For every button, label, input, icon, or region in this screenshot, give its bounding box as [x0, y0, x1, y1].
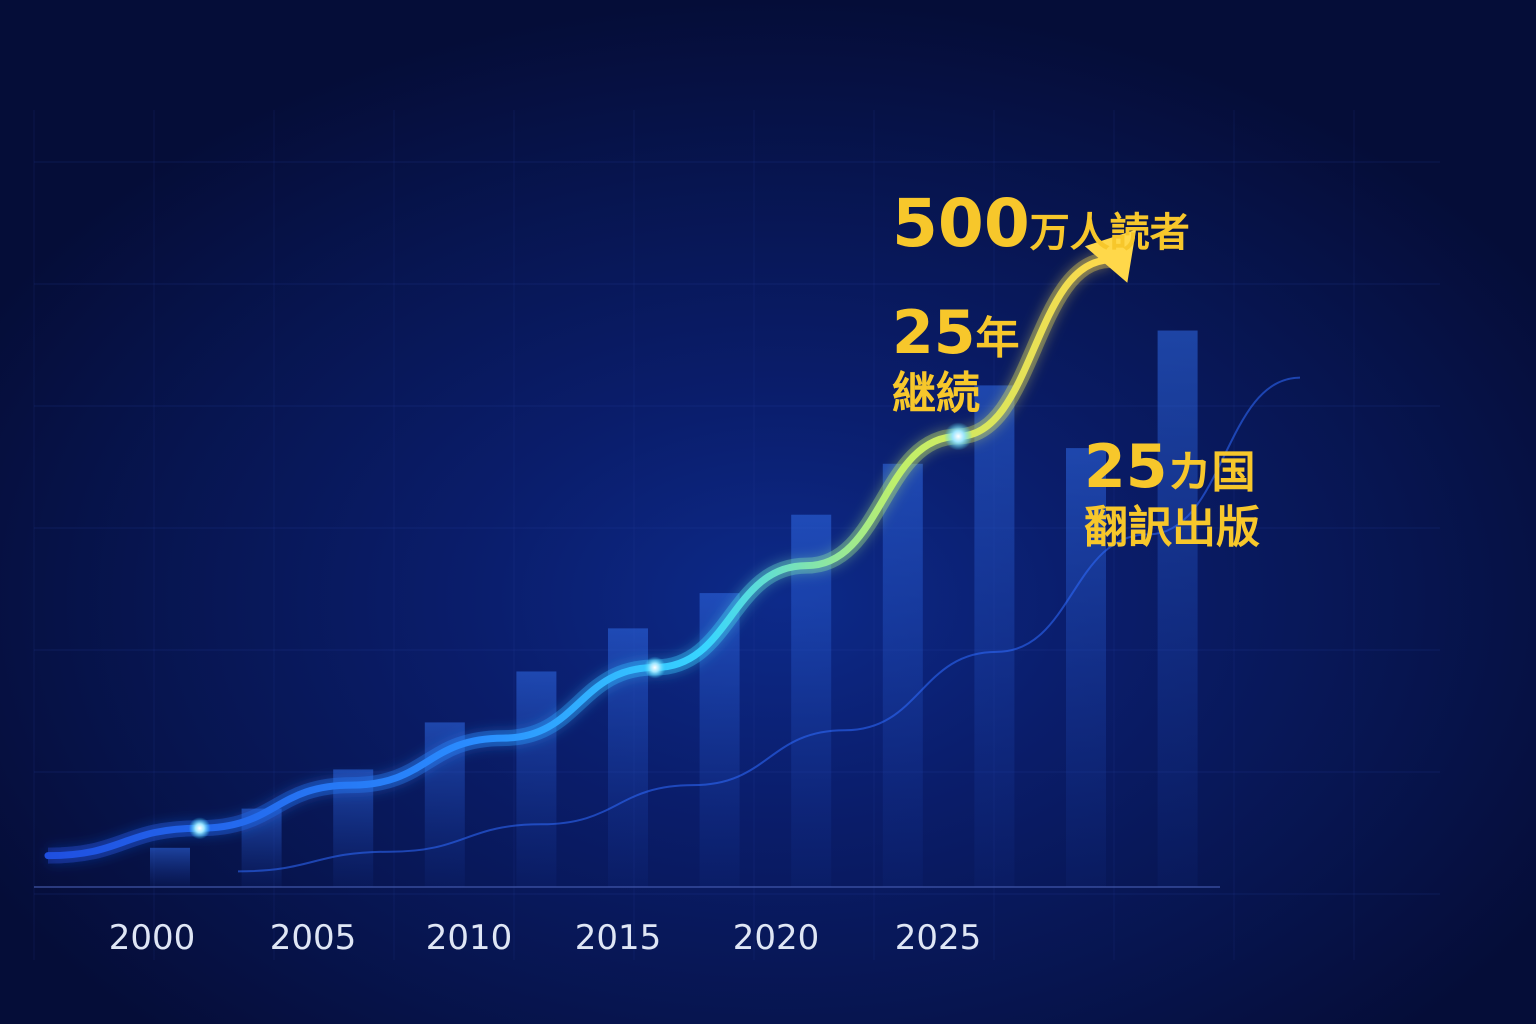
callout-readers: 500万人読者 [892, 185, 1190, 262]
callout-years-text: 継続 [892, 368, 980, 419]
x-tick-label: 2015 [574, 918, 662, 958]
bars [150, 330, 1198, 888]
callout-readers-number: 500 [892, 185, 1030, 262]
x-tick-label: 2010 [425, 918, 513, 958]
x-tick-label: 2020 [732, 918, 820, 958]
callout-years-number: 25 [892, 298, 976, 368]
bar [791, 514, 832, 887]
bar [974, 385, 1015, 887]
callout-countries-unit: カ国 [1167, 447, 1256, 498]
callout-countries: 25カ国 翻訳出版 [1084, 434, 1260, 552]
x-tick-label: 2000 [108, 918, 196, 958]
bar [150, 847, 190, 887]
callout-years: 25年 継続 [892, 300, 1020, 418]
glow-point [188, 817, 211, 840]
x-tick-label: 2025 [894, 918, 982, 958]
callout-countries-text: 翻訳出版 [1084, 502, 1260, 553]
trend-curves [44, 229, 1301, 873]
callout-readers-text: 万人読者 [1029, 210, 1190, 256]
glow-point [944, 422, 973, 451]
trend-arrow-shaft [1107, 250, 1120, 263]
callout-countries-number: 25 [1084, 432, 1168, 502]
bar [882, 463, 923, 887]
bar [516, 671, 557, 887]
secondary-trend-line [237, 376, 1301, 873]
bar [1157, 330, 1198, 888]
bar [1066, 448, 1106, 887]
x-tick-label: 2005 [269, 918, 357, 958]
glow-point [643, 656, 666, 679]
callout-years-unit: 年 [975, 313, 1020, 364]
